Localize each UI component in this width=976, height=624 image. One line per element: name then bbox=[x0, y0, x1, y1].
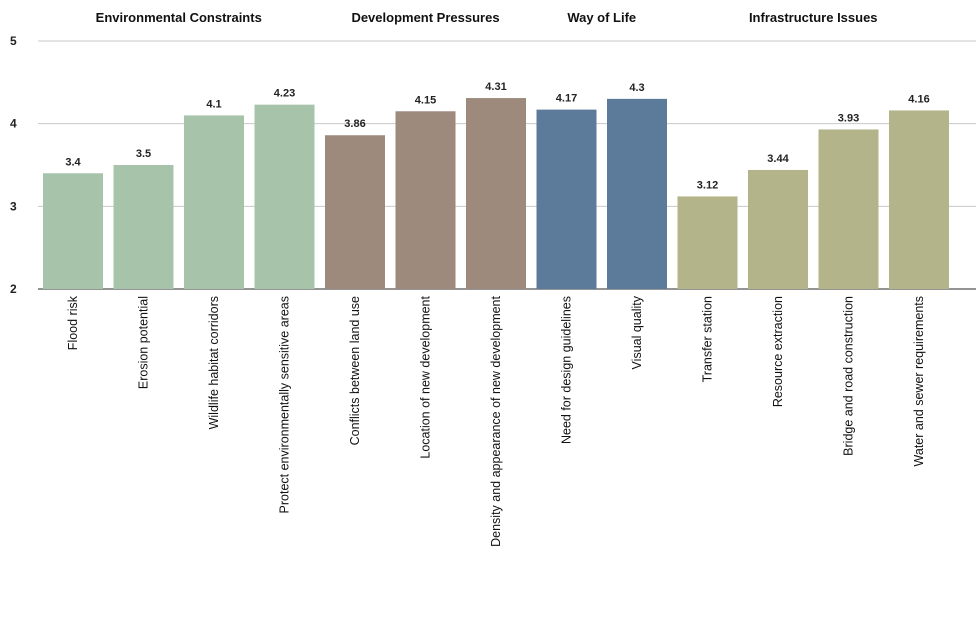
category-label: Conflicts between land use bbox=[348, 296, 362, 445]
category-label: Water and sewer requirements bbox=[912, 296, 926, 466]
bar bbox=[325, 135, 385, 289]
y-tick-label: 4 bbox=[10, 117, 17, 131]
bar bbox=[536, 109, 597, 289]
bar bbox=[395, 111, 456, 290]
data-label: 3.4 bbox=[65, 156, 81, 168]
data-label: 4.31 bbox=[485, 81, 506, 93]
category-label: Wildlife habitat corridors bbox=[207, 296, 221, 429]
data-label: 3.86 bbox=[344, 118, 365, 130]
group-label: Infrastructure Issues bbox=[749, 10, 878, 25]
y-axis-ticks: 2 3 4 5 bbox=[10, 34, 17, 296]
category-label: Visual quality bbox=[630, 295, 644, 369]
bars bbox=[43, 98, 949, 290]
group-label: Way of Life bbox=[567, 10, 636, 25]
bar bbox=[113, 165, 174, 289]
bar bbox=[254, 104, 315, 289]
data-label: 3.12 bbox=[697, 179, 718, 191]
bar bbox=[607, 98, 667, 289]
bar bbox=[748, 169, 808, 289]
data-label: 3.93 bbox=[838, 112, 859, 124]
group-labels: Environmental Constraints Development Pre… bbox=[96, 10, 878, 25]
y-tick-label: 2 bbox=[10, 282, 17, 296]
data-label: 4.17 bbox=[556, 93, 577, 105]
y-tick-label: 3 bbox=[10, 199, 17, 213]
data-label: 3.44 bbox=[767, 153, 789, 165]
data-label: 4.16 bbox=[908, 93, 929, 105]
bar bbox=[43, 173, 103, 289]
category-label: Resource extraction bbox=[771, 296, 785, 407]
group-label: Development Pressures bbox=[351, 10, 499, 25]
data-label: 3.5 bbox=[136, 148, 151, 160]
category-label: Flood risk bbox=[66, 295, 80, 350]
bar bbox=[184, 115, 244, 290]
category-label: Bridge and road construction bbox=[842, 296, 856, 456]
category-label: Erosion potential bbox=[137, 296, 151, 389]
bar bbox=[677, 196, 738, 289]
category-label: Protect environmentally sensitive areas bbox=[278, 296, 292, 513]
category-label: Need for design guidelines bbox=[560, 296, 574, 444]
bar bbox=[818, 129, 879, 289]
data-label: 4.1 bbox=[206, 98, 221, 110]
category-labels: Flood risk Erosion potential Wildlife habi… bbox=[66, 295, 926, 547]
category-label: Density and appearance of new developmen… bbox=[489, 295, 503, 546]
data-labels: 3.4 3.5 4.1 4.23 3.86 4.15 4.31 4.17 4.3 3.12 3.44… bbox=[65, 81, 929, 191]
bar bbox=[466, 98, 526, 289]
y-tick-label: 5 bbox=[10, 34, 17, 48]
category-label: Transfer station bbox=[701, 296, 715, 382]
data-label: 4.3 bbox=[629, 82, 644, 94]
bar bbox=[889, 110, 949, 289]
category-label: Location of new development bbox=[419, 295, 433, 458]
data-label: 4.15 bbox=[415, 94, 436, 106]
group-label: Environmental Constraints bbox=[96, 10, 262, 25]
data-label: 4.23 bbox=[274, 88, 295, 100]
